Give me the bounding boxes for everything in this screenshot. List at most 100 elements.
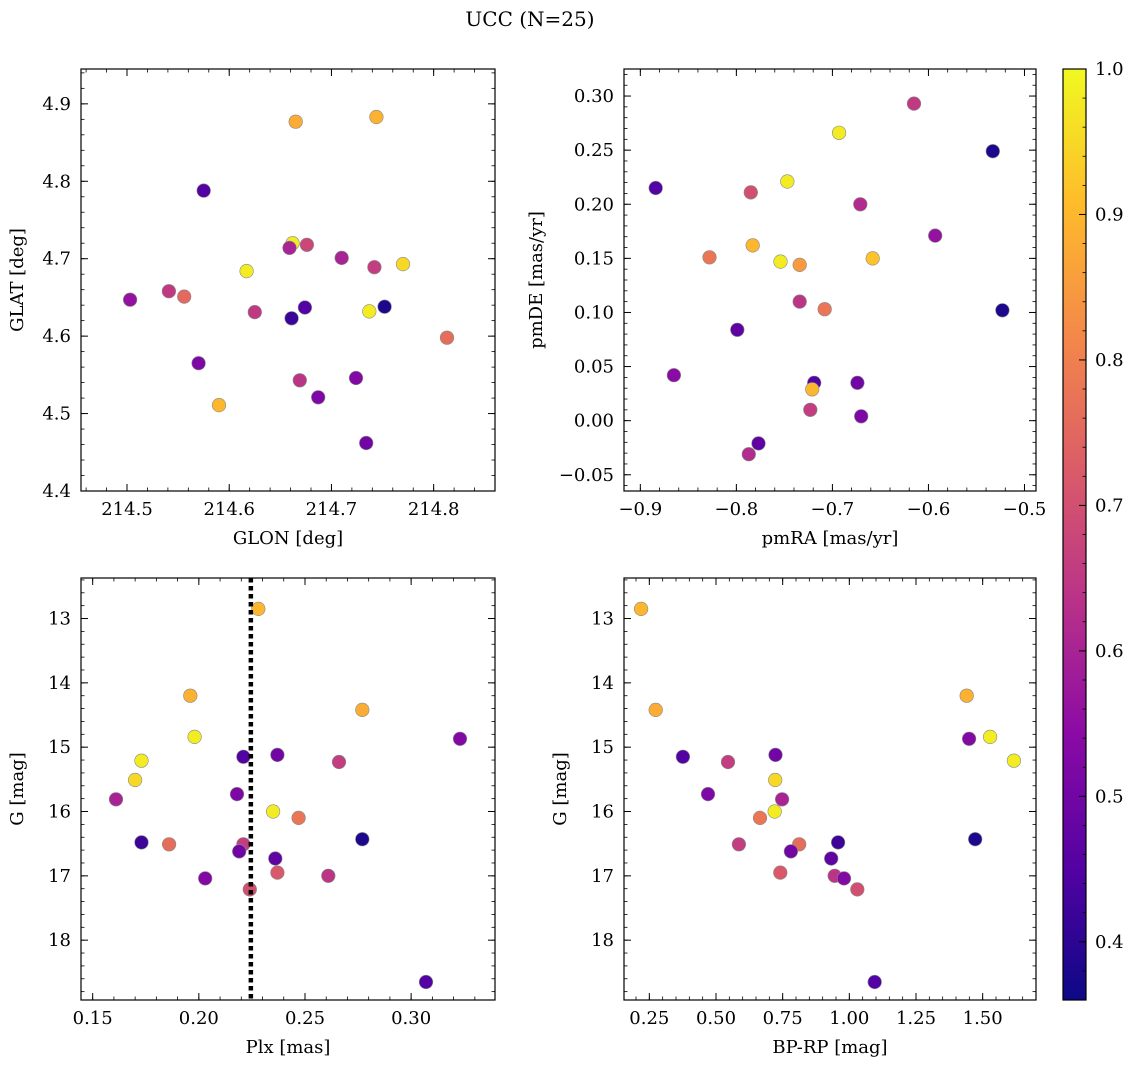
data-point: [831, 125, 847, 140]
y-tick-label: −0.05: [559, 465, 614, 486]
y-tick-label: 14: [48, 673, 71, 694]
data-point: [321, 868, 336, 883]
y-tick-label: 4.7: [42, 249, 71, 270]
y-tick-label: 0.15: [574, 248, 614, 269]
data-point: [817, 302, 832, 317]
data-point: [700, 786, 716, 802]
data-point: [830, 835, 846, 850]
y-tick-label: 4.4: [42, 481, 71, 502]
data-point: [177, 289, 192, 304]
data-point: [161, 284, 176, 299]
data-point: [648, 702, 663, 718]
data-point: [803, 402, 818, 417]
x-tick-label: 214.5: [101, 499, 153, 520]
data-point: [731, 837, 747, 852]
data-point: [906, 96, 922, 111]
data-point: [183, 688, 198, 703]
panel-pmra-pmde: −0.9 −0.8 −0.7 −0.6 −0.5 −0.05 0.00 0.05 0.10 0.1…: [526, 68, 1047, 549]
y-axis-label: G [mag]: [550, 752, 571, 825]
data-point: [985, 144, 1000, 159]
y-axis-label: GLAT [deg]: [7, 228, 28, 332]
data-point: [198, 871, 213, 886]
x-tick-label: −0.5: [1003, 499, 1047, 520]
data-point: [774, 792, 790, 807]
data-point: [836, 871, 852, 886]
data-point: [824, 851, 839, 866]
data-point: [867, 974, 882, 990]
axes-frame: [80, 577, 496, 1001]
data-point: [780, 174, 795, 189]
x-tick-label: 0.20: [179, 1008, 219, 1029]
y-tick-label: 18: [591, 930, 614, 951]
figure-title: UCC (N=25): [465, 7, 594, 31]
x-tick-label: −0.7: [811, 499, 855, 520]
data-point: [128, 772, 143, 788]
data-point: [191, 356, 206, 371]
panel-glon-glat: 214.5 214.6 214.7 214.8 4.4 4.5 4.6 4.7 4.8 4.9 GL…: [7, 68, 496, 549]
points-pmra-pmde: [648, 96, 1010, 462]
data-point: [211, 398, 227, 413]
data-point: [134, 753, 149, 768]
y-tick-label: 0.00: [574, 411, 614, 432]
y-tick-label: 0.05: [574, 357, 614, 378]
data-point: [767, 804, 782, 819]
x-tick-label: 214.6: [203, 499, 255, 520]
y-tick-label: 0.20: [574, 194, 614, 215]
data-point: [982, 729, 998, 745]
y-tick-label: 13: [48, 609, 71, 630]
x-tick-label: 0.15: [73, 1008, 113, 1029]
colorbar-tick-label: 0.5: [1095, 786, 1124, 807]
points-bprp-g: [633, 601, 1022, 990]
data-point: [805, 382, 820, 397]
x-tick-label: 0.25: [285, 1008, 325, 1029]
x-tick-label: 1.00: [829, 1008, 869, 1029]
y-axis-label: G [mag]: [7, 752, 28, 825]
y-tick-label: 4.6: [42, 326, 71, 347]
data-point: [362, 304, 377, 319]
data-point: [865, 251, 880, 266]
data-point: [311, 390, 326, 405]
data-point: [439, 330, 455, 345]
x-tick-label: −0.9: [618, 499, 662, 520]
data-point: [334, 250, 349, 265]
y-tick-label: 0.10: [574, 302, 614, 323]
x-tick-label: 0.50: [696, 1008, 736, 1029]
x-tick-label: 1.25: [896, 1008, 936, 1029]
colorbar-tick-label: 1.0: [1095, 59, 1124, 80]
data-point: [854, 409, 869, 424]
x-axis-label: BP-RP [mag]: [772, 1037, 887, 1058]
x-tick-label: 0.30: [391, 1008, 431, 1029]
data-point: [369, 109, 384, 125]
data-point: [282, 240, 297, 255]
y-tick-label: 14: [591, 673, 614, 694]
y-tick-label: 17: [591, 866, 614, 887]
x-tick-label: 0.25: [629, 1008, 669, 1029]
data-point: [292, 373, 307, 388]
data-point: [1006, 753, 1022, 768]
data-point: [961, 731, 977, 746]
scatter-panels: 214.5 214.6 214.7 214.8 4.4 4.5 4.6 4.7 4.8 4.9 GL…: [7, 68, 1047, 1058]
data-point: [752, 810, 768, 826]
y-tick-label: 15: [48, 737, 71, 758]
data-point: [745, 238, 760, 253]
y-tick-label: 16: [591, 802, 614, 823]
colorbar-tick-label: 0.4: [1095, 932, 1124, 953]
data-point: [968, 832, 983, 847]
data-point: [266, 804, 281, 819]
data-point: [666, 368, 682, 383]
x-axis-label: Plx [mas]: [246, 1037, 331, 1058]
data-point: [741, 447, 756, 462]
data-point: [792, 257, 807, 273]
panel-bprp-g: 0.25 0.50 0.75 1.00 1.25 1.50 13 14 15 16 17 18 BP-R…: [550, 577, 1037, 1058]
x-tick-label: −0.8: [715, 499, 759, 520]
data-point: [331, 754, 347, 770]
colorbar-tick-label: 0.9: [1095, 204, 1124, 225]
y-tick-label: 15: [591, 737, 614, 758]
data-point: [648, 180, 663, 196]
x-tick-label: 0.75: [763, 1008, 803, 1029]
data-point: [299, 237, 315, 252]
data-point: [359, 435, 374, 451]
y-axis-label: pmDE [mas/yr]: [526, 211, 547, 349]
data-point: [239, 264, 254, 279]
